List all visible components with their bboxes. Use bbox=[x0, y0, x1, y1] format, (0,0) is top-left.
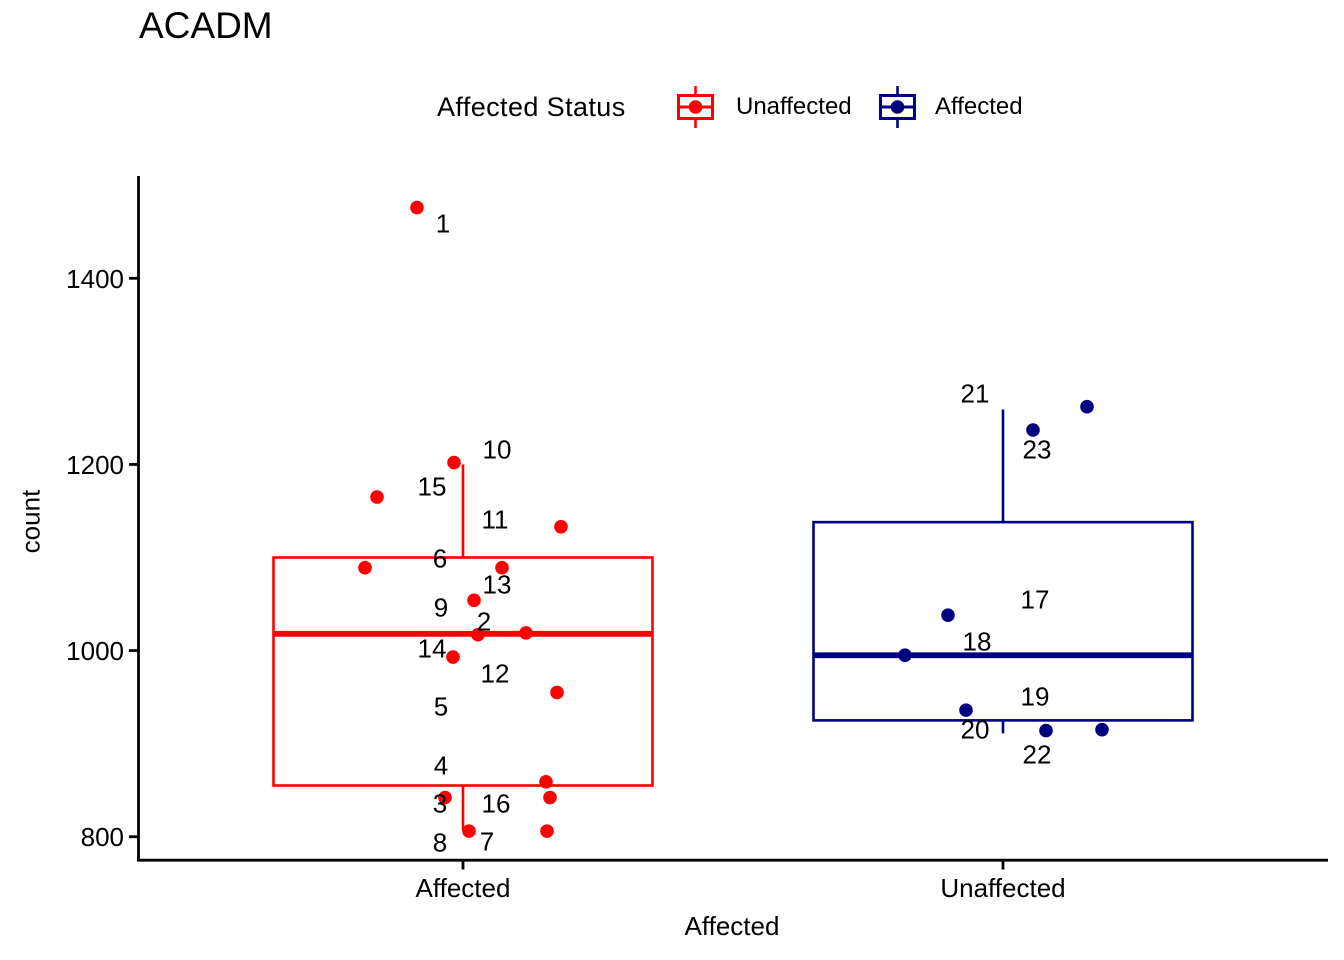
x-tick-label: Unaffected bbox=[940, 873, 1065, 903]
data-point-4 bbox=[539, 774, 553, 789]
point-label-21: 21 bbox=[961, 379, 990, 409]
x-tick-label: Affected bbox=[416, 873, 511, 903]
point-label-2: 2 bbox=[477, 607, 491, 637]
y-tick-label: 1000 bbox=[66, 636, 124, 666]
y-tick-label: 800 bbox=[81, 822, 124, 852]
box-affected bbox=[272, 556, 654, 787]
point-label-12: 12 bbox=[481, 659, 510, 689]
data-point-2 bbox=[471, 627, 485, 642]
point-label-5: 5 bbox=[434, 692, 448, 722]
data-point-8 bbox=[540, 824, 554, 838]
point-label-8: 8 bbox=[433, 828, 447, 858]
data-point-22 bbox=[1095, 722, 1109, 737]
data-point-7 bbox=[462, 824, 476, 838]
point-label-20: 20 bbox=[961, 715, 990, 745]
data-point-16 bbox=[543, 790, 557, 805]
data-point-15 bbox=[370, 490, 384, 504]
data-point-18 bbox=[898, 648, 912, 663]
point-label-18: 18 bbox=[963, 627, 992, 657]
point-label-4: 4 bbox=[434, 751, 448, 781]
point-label-1: 1 bbox=[436, 209, 450, 239]
legend: Affected Status Unaffected Affected bbox=[0, 85, 1344, 129]
point-label-14: 14 bbox=[418, 634, 447, 664]
data-point-1 bbox=[410, 200, 424, 215]
data-point-3 bbox=[438, 790, 452, 805]
boxplot-key-icon-unaffected bbox=[677, 86, 714, 128]
y-axis-title: count bbox=[15, 489, 46, 554]
legend-label-unaffected: Unaffected bbox=[736, 93, 852, 120]
box-unaffected bbox=[812, 520, 1194, 722]
point-label-17: 17 bbox=[1021, 585, 1050, 615]
point-label-23: 23 bbox=[1023, 435, 1052, 465]
point-label-15: 15 bbox=[418, 472, 447, 502]
point-label-11: 11 bbox=[482, 505, 509, 535]
x-axis-title: Affected bbox=[684, 911, 780, 941]
point-label-9: 9 bbox=[434, 593, 448, 623]
point-label-16: 16 bbox=[482, 789, 511, 819]
legend-title: Affected Status bbox=[437, 92, 626, 122]
point-label-3: 3 bbox=[433, 789, 447, 819]
data-point-10 bbox=[447, 455, 461, 470]
data-point-19 bbox=[959, 703, 973, 717]
data-point-9 bbox=[467, 593, 481, 608]
boxplot-key-icon-affected bbox=[879, 86, 916, 128]
point-label-19: 19 bbox=[1021, 682, 1050, 712]
data-point-23 bbox=[1026, 423, 1040, 437]
key-dot bbox=[890, 100, 905, 114]
point-label-13: 13 bbox=[483, 570, 512, 600]
key-dot bbox=[688, 100, 703, 114]
point-label-7: 7 bbox=[480, 827, 494, 857]
point-label-10: 10 bbox=[483, 435, 512, 465]
data-point-12 bbox=[519, 626, 533, 640]
point-label-22: 22 bbox=[1023, 740, 1052, 770]
legend-label-affected: Affected bbox=[935, 93, 1023, 120]
data-point-17 bbox=[941, 608, 955, 623]
data-point-6 bbox=[358, 560, 372, 575]
data-point-13 bbox=[495, 560, 509, 575]
data-point-5 bbox=[550, 685, 564, 700]
point-label-6: 6 bbox=[433, 544, 447, 574]
chart-title: ACADM bbox=[139, 5, 273, 46]
data-point-20 bbox=[1039, 723, 1053, 738]
y-tick-label: 1200 bbox=[66, 450, 124, 480]
y-tick-label: 1400 bbox=[66, 264, 124, 294]
data-point-21 bbox=[1080, 399, 1094, 414]
data-point-14 bbox=[446, 650, 460, 664]
data-point-11 bbox=[554, 519, 568, 534]
